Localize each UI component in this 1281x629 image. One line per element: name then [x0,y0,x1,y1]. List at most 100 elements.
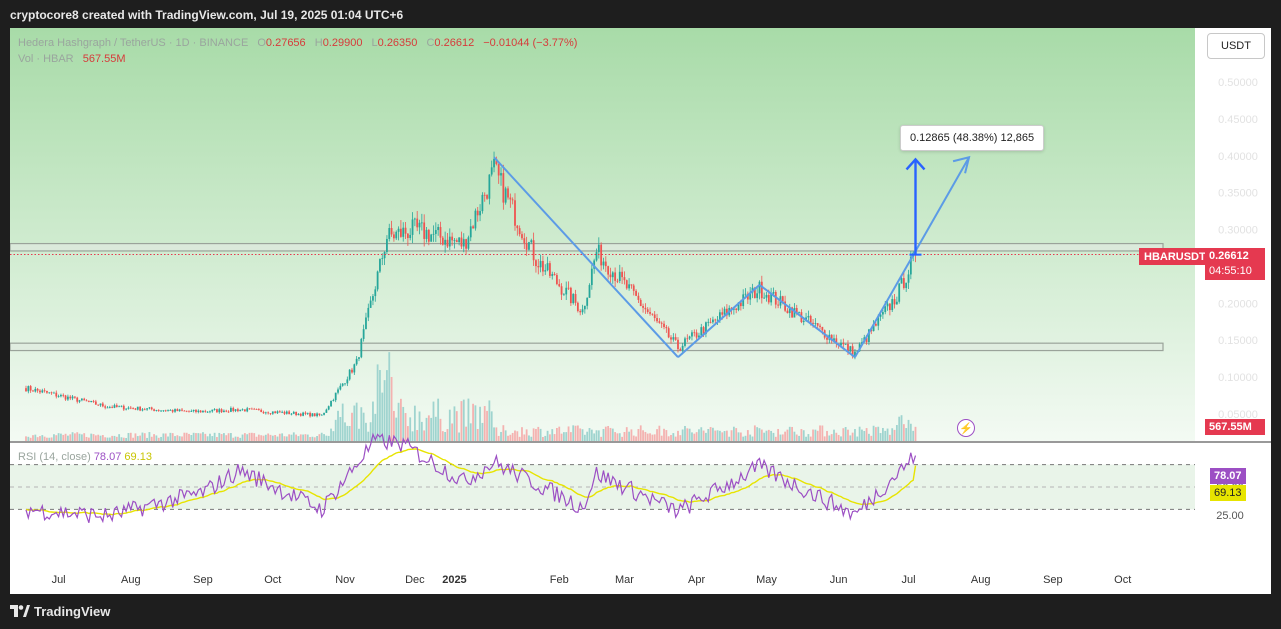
volume-bar [236,436,239,441]
volume-bar [907,419,910,441]
volume-bar [793,431,796,441]
volume-bar [234,436,237,441]
candle-body [716,319,719,321]
lightning-icon[interactable]: ⚡ [957,419,975,437]
volume-bar [178,436,181,441]
candle-body [255,409,258,410]
volume-bar [430,417,433,441]
candle-body [786,310,789,314]
volume-bar [434,416,437,441]
volume-bar [451,423,454,441]
candle-body [360,338,363,358]
candle-body [406,233,409,239]
candle-body [236,409,239,412]
volume-bar [139,435,141,441]
candle-body [553,274,556,276]
volume-bar [346,425,349,441]
volume-bar [511,432,514,441]
volume-bar [495,427,498,441]
volume-bar [816,430,819,441]
candle-body [90,400,93,403]
trendline [677,284,761,358]
volume-bar [483,406,486,441]
candle-body [851,346,854,357]
currency-button[interactable]: USDT [1207,33,1265,59]
volume-bar [898,416,901,441]
volume-bar [812,429,814,441]
candle-body [709,321,712,323]
candle-body [325,409,328,413]
volume-bar [167,436,169,441]
price-tick-label: 0.10000 [1218,372,1258,384]
header-text: cryptocore8 created with TradingView.com… [10,8,404,22]
candle-body [807,315,810,318]
watermark-header: cryptocore8 created with TradingView.com… [0,0,1281,28]
volume-bar [623,431,626,441]
measure-label[interactable]: 0.12865 (48.38%) 12,865 [900,125,1045,151]
time-tick-label: Oct [1114,574,1131,586]
volume-bar [674,436,677,441]
volume-bar [525,429,528,441]
volume-bar [914,426,917,441]
volume-bar [765,430,768,441]
candle-body [793,308,796,318]
volume-bar [220,434,223,441]
volume-bar [667,436,670,441]
time-tick-label: Mar [615,574,634,586]
volume-bar [455,411,458,441]
volume-bar [458,432,461,441]
tradingview-icon [10,605,30,617]
candle-body [539,260,542,268]
volume-bar [115,436,118,441]
candle-body [62,394,65,396]
candle-body [753,287,756,299]
volume-bar [912,430,915,441]
volume-bar [767,429,770,441]
volume-bar [777,428,780,441]
chart-canvas[interactable]: 0.50000 0.45000 0.40000 0.35000 0.30000 0.200… [10,28,1271,594]
candle-body [218,409,221,413]
candle-body [99,403,102,406]
volume-bar [481,422,484,441]
candle-body [586,297,589,306]
candle-body [334,392,337,401]
chart-frame[interactable]: 0.50000 0.45000 0.40000 0.35000 0.30000 0.200… [10,28,1271,594]
volume-bar [395,417,398,441]
volume-bar [849,435,852,441]
candle-body [518,228,521,235]
candle-body [25,388,27,392]
candle-body [283,411,286,414]
volume-bar [404,413,407,441]
candle-body [462,239,465,247]
volume-bar [716,430,719,441]
volume-bar [639,425,642,441]
volume-bar [642,430,644,441]
candle-body [583,305,586,310]
candle-body [344,383,346,385]
price-tag-value: 0.26612 [1209,250,1249,262]
volume-bar [507,435,509,441]
volume-bar [358,428,360,441]
candle-body [444,239,447,245]
volume-bar [539,428,542,441]
candle-body [507,188,509,198]
candle-body [719,312,721,320]
candle-body [486,195,488,199]
volume-bar [523,434,526,441]
candle-body [448,236,451,247]
candle-body [679,349,682,351]
candle-body [893,299,896,305]
candle-body [677,339,679,350]
rsi-label: RSI (14, close) [18,451,91,463]
volume-bar [663,428,665,441]
volume-bar [188,433,190,441]
candle-body [269,413,272,415]
candle-body [413,218,416,220]
volume-bar [798,435,800,441]
candle-body [50,392,53,394]
volume-bar [62,434,65,441]
candle-body [73,396,76,398]
candle-body [865,337,868,342]
candle-body [698,335,700,338]
rsi-value: 78.07 [93,451,122,463]
